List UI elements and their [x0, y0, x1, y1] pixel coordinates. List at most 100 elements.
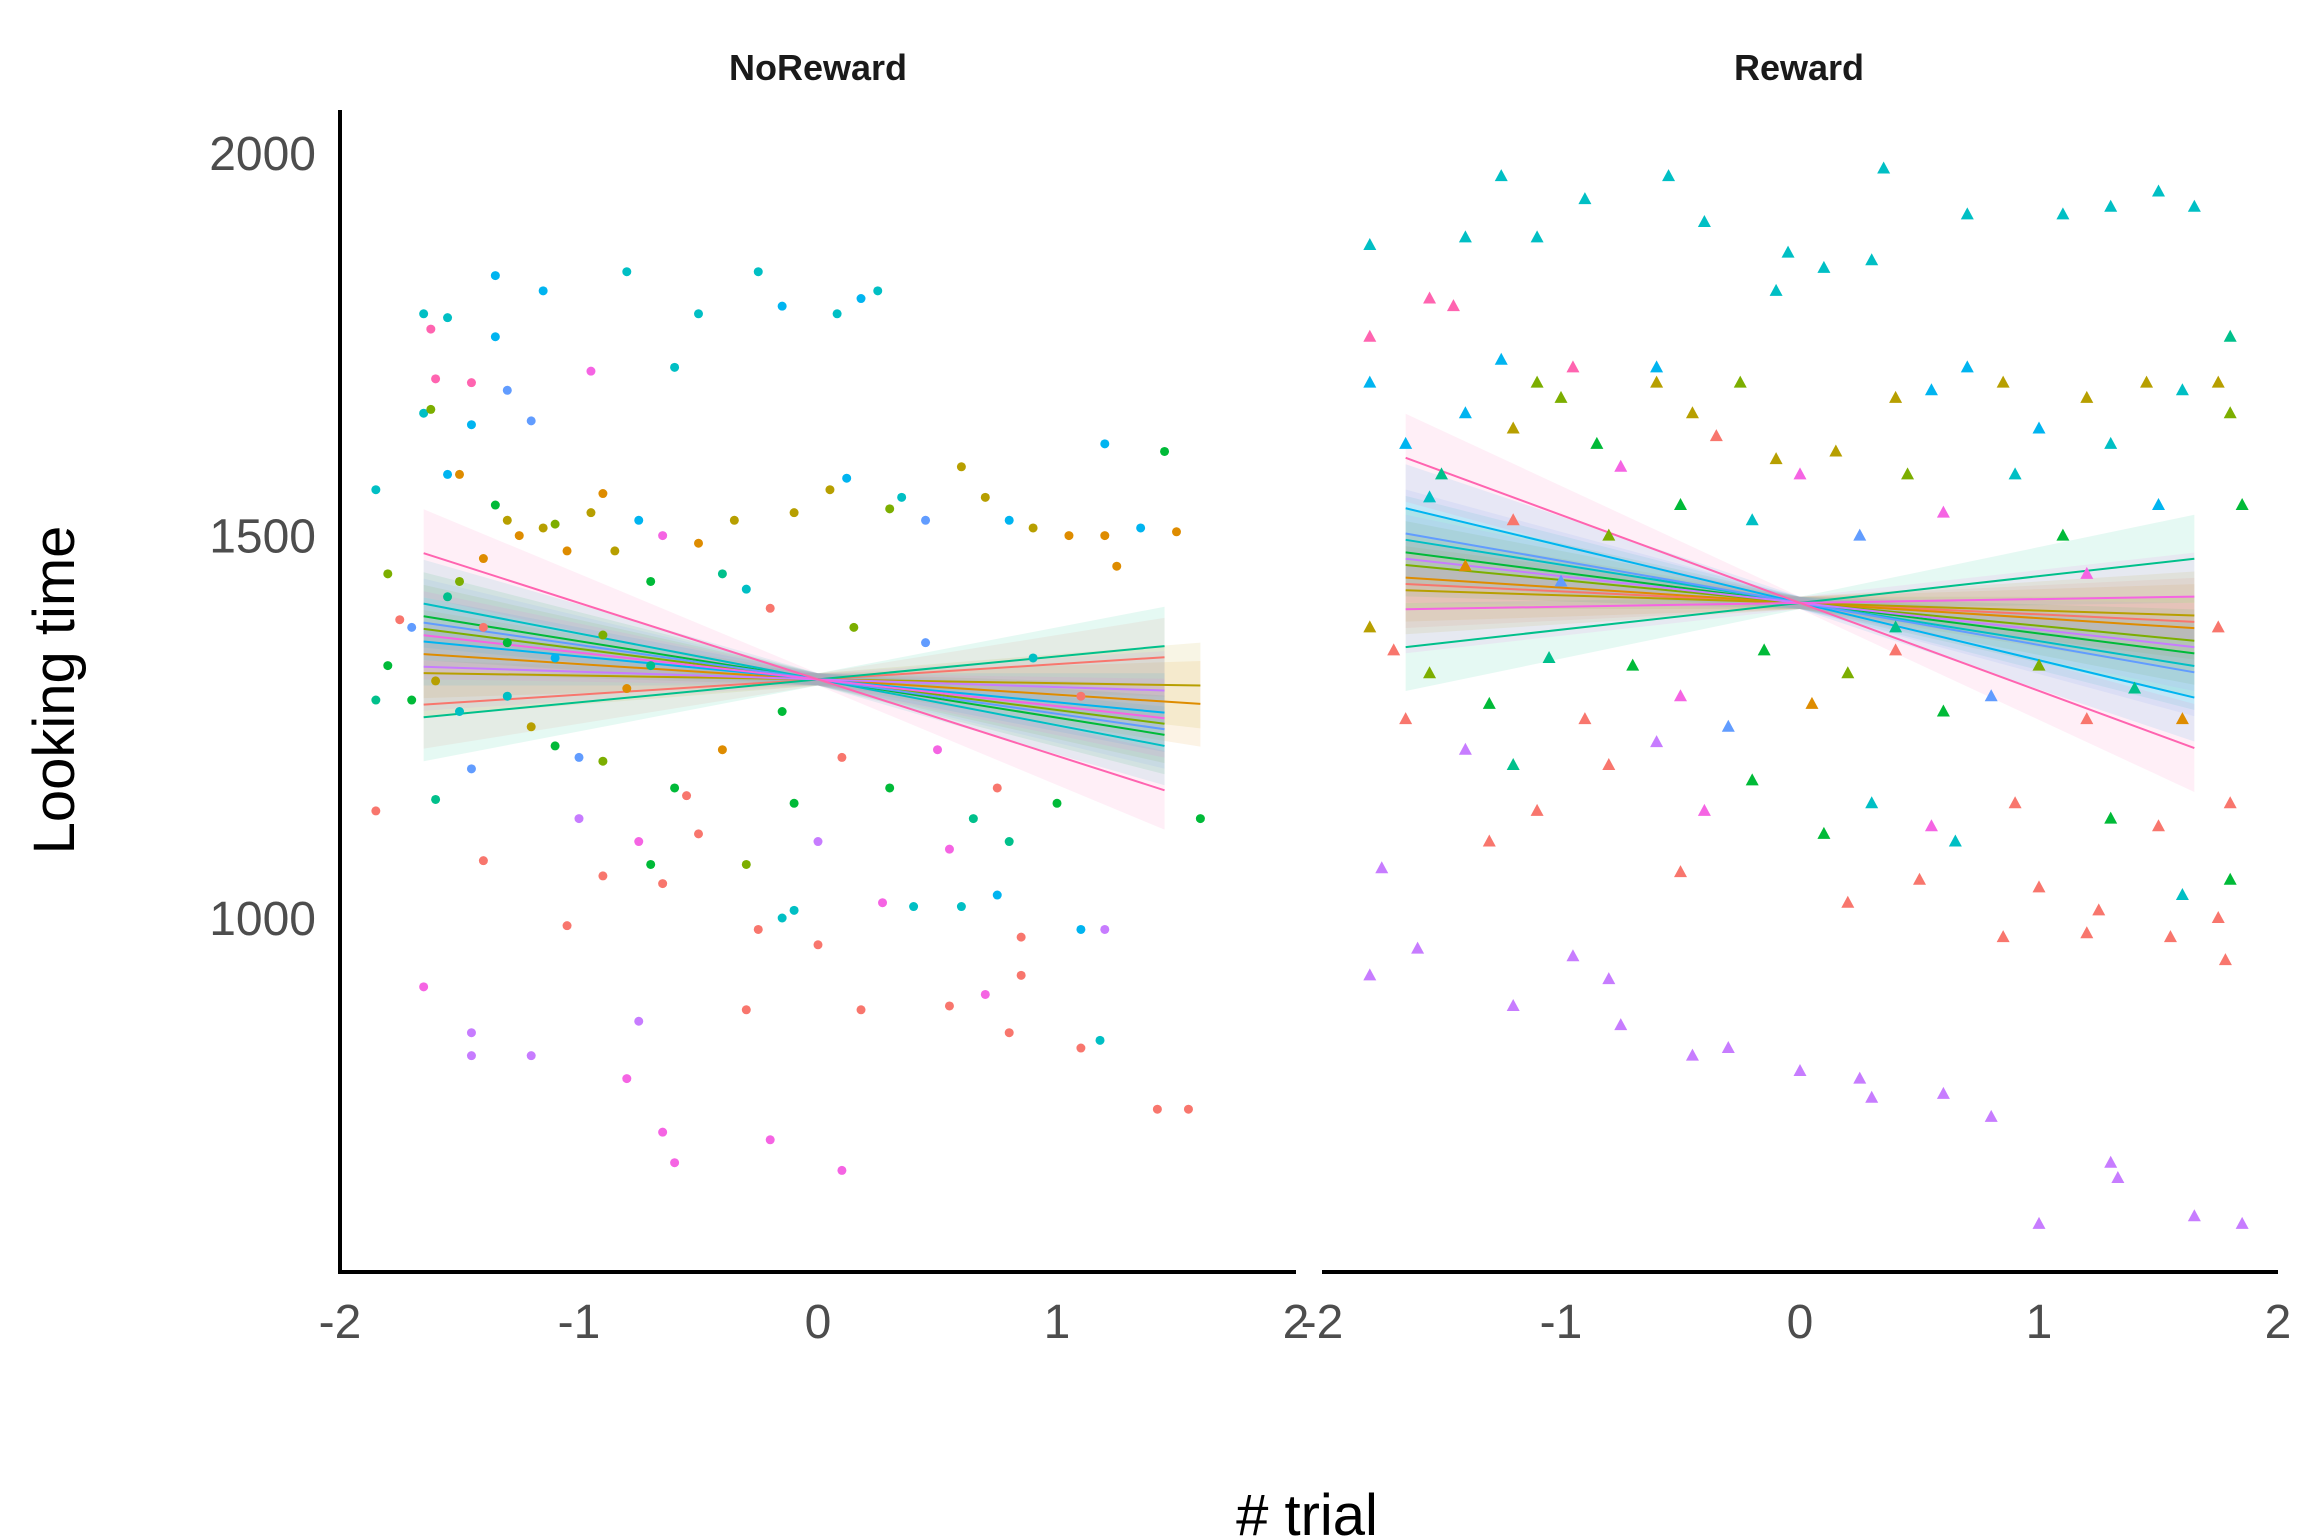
fit-lines	[423, 552, 1201, 792]
data-point	[729, 515, 739, 525]
data-point	[646, 859, 656, 869]
data-point	[1793, 1063, 1807, 1076]
panel-noreward: NoReward -2 -1 0 1 2	[319, 47, 1310, 1349]
data-point	[837, 752, 847, 762]
data-point	[1554, 390, 1568, 403]
data-point	[2032, 421, 2046, 434]
data-point	[1602, 758, 1616, 771]
data-point	[1745, 773, 1759, 786]
data-point	[1363, 375, 1377, 388]
data-point	[682, 791, 692, 801]
data-point	[1506, 758, 1520, 771]
data-point	[856, 1005, 866, 1015]
data-point	[2211, 911, 2225, 923]
data-point	[538, 523, 548, 533]
data-point	[1494, 169, 1508, 182]
x-tick-labels: -2 -1 0 1 2	[1301, 1296, 2292, 1349]
fit-line	[423, 634, 1165, 720]
data-point	[574, 752, 584, 762]
data-point	[383, 661, 393, 671]
data-point	[502, 385, 512, 395]
data-point	[933, 745, 942, 755]
data-point	[885, 504, 895, 514]
data-point	[2104, 436, 2118, 449]
confidence-band	[423, 578, 1165, 769]
data-point	[717, 745, 727, 755]
data-point	[1889, 390, 1903, 403]
data-point	[2175, 383, 2189, 396]
data-point	[765, 603, 775, 613]
data-point	[1458, 230, 1472, 243]
data-point	[741, 584, 751, 594]
data-point	[2152, 819, 2165, 832]
data-point	[777, 707, 787, 717]
data-point	[383, 569, 393, 579]
data-point	[1095, 1035, 1105, 1045]
data-point	[1853, 528, 1867, 541]
x-tick-label: -1	[1540, 1296, 1583, 1349]
data-point	[968, 814, 978, 824]
data-point	[574, 814, 584, 824]
data-point	[1195, 814, 1205, 824]
data-point	[1913, 872, 1926, 885]
data-point	[753, 267, 763, 277]
data-point	[2211, 620, 2225, 633]
data-point	[1865, 796, 1879, 809]
data-point	[1052, 798, 1062, 808]
data-point	[2080, 712, 2094, 725]
data-point	[426, 404, 436, 414]
data-point	[431, 676, 441, 686]
confidence-band	[423, 606, 1165, 762]
data-point	[490, 271, 500, 281]
data-point	[526, 722, 536, 732]
data-point	[1578, 192, 1592, 205]
data-point	[622, 1074, 632, 1084]
data-point	[2223, 796, 2237, 809]
data-point	[2152, 184, 2165, 197]
data-point	[789, 905, 799, 915]
data-point	[2128, 681, 2142, 694]
data-point	[502, 515, 512, 525]
data-point	[1399, 436, 1413, 449]
data-point	[2080, 926, 2094, 939]
data-point	[1566, 360, 1580, 373]
data-point	[1709, 429, 1723, 442]
data-point	[1650, 360, 1664, 373]
data-point	[1494, 352, 1508, 365]
data-point	[1697, 803, 1711, 816]
data-point	[2080, 390, 2094, 403]
data-point	[1363, 329, 1377, 342]
data-point	[694, 538, 703, 548]
data-point	[610, 546, 620, 556]
data-point	[1674, 689, 1687, 702]
x-tick-label: -2	[1301, 1296, 1344, 1349]
data-point	[1004, 837, 1014, 847]
confidence-bands	[423, 509, 1201, 830]
data-point	[598, 630, 608, 640]
data-point	[741, 859, 751, 869]
data-point	[1363, 620, 1377, 633]
data-point	[1076, 691, 1086, 701]
data-point	[1530, 375, 1544, 388]
data-point	[1960, 360, 1974, 373]
fit-line	[423, 552, 1165, 792]
data-point	[789, 798, 799, 808]
data-point	[1960, 207, 1974, 220]
data-point	[455, 707, 464, 717]
data-point	[1506, 421, 1520, 434]
data-point	[1435, 467, 1448, 480]
data-point	[658, 1127, 668, 1137]
data-point	[526, 1051, 536, 1061]
data-point	[1984, 1109, 1998, 1122]
data-point	[1889, 620, 1903, 633]
data-point	[1674, 498, 1687, 511]
data-point	[1841, 895, 1855, 908]
data-point	[1590, 436, 1604, 449]
data-point	[1685, 406, 1699, 419]
data-point	[2163, 930, 2177, 943]
data-point	[2104, 199, 2118, 212]
data-point	[2152, 498, 2165, 511]
data-point	[1446, 299, 1460, 312]
data-point	[2032, 880, 2046, 893]
data-point	[1662, 169, 1676, 182]
